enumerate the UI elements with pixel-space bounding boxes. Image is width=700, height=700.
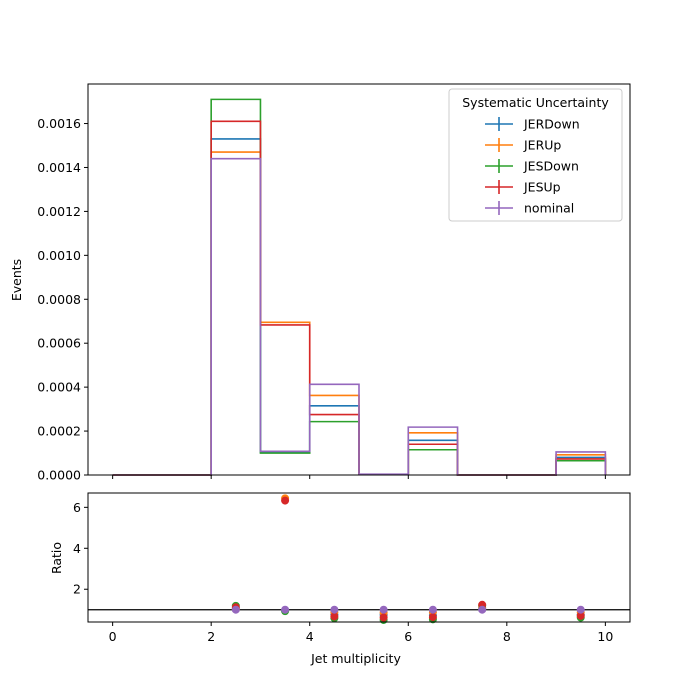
ratio-point-nominal xyxy=(576,605,585,614)
y-tick-label-top: 0.0016 xyxy=(37,116,81,131)
ratio-point-JESUp xyxy=(281,496,290,505)
bottom-panel: 2 4 6 0 2 4 6 8 10 xyxy=(73,492,631,644)
ratio-point-JESUp xyxy=(576,611,585,620)
x-tick-label: 6 xyxy=(404,629,412,644)
top-panel: 0.0000 0.0002 0.0004 0.0006 0.0008 0.0010 0.00… xyxy=(37,83,631,483)
ratio-point-JESUp xyxy=(379,613,388,622)
x-tick-label: 0 xyxy=(109,629,117,644)
y-tick-label-top: 0.0006 xyxy=(37,336,81,351)
x-tick-label: 2 xyxy=(207,629,215,644)
ratio-point-nominal xyxy=(281,605,290,614)
y-axis-label-top: Events xyxy=(9,259,24,301)
ratio-point-JESUp xyxy=(428,613,437,622)
y-axis-label-bottom: Ratio xyxy=(49,542,64,574)
ratio-point-nominal xyxy=(330,605,339,614)
y-tick-label-top: 0.0004 xyxy=(37,380,81,395)
legend: Systematic Uncertainty JERDown JERUp JESDow… xyxy=(448,88,623,222)
y-tick-label-top: 0.0012 xyxy=(37,204,81,219)
y-tick-label-top: 0.0010 xyxy=(37,248,81,263)
y-tick-label-bottom: 4 xyxy=(73,541,81,556)
x-axis-label: Jet multiplicity xyxy=(310,651,401,666)
y-tick-label-bottom: 2 xyxy=(73,582,81,597)
legend-label-JESDown: JESDown xyxy=(523,159,579,174)
y-tick-label-top: 0.0008 xyxy=(37,292,81,307)
y-tick-label-top: 0.0002 xyxy=(37,424,81,439)
x-tick-label: 4 xyxy=(306,629,314,644)
ratio-point-nominal xyxy=(428,605,437,614)
legend-label-JERDown: JERDown xyxy=(523,117,580,132)
x-tick-label: 8 xyxy=(503,629,511,644)
top-plot-frame xyxy=(87,83,631,476)
legend-label-nominal: nominal xyxy=(524,201,574,216)
legend-box xyxy=(448,88,623,222)
ratio-point-nominal xyxy=(478,605,487,614)
ratio-point-nominal xyxy=(379,605,388,614)
y-tick-label-bottom: 6 xyxy=(73,500,81,515)
bottom-plot-frame xyxy=(87,492,631,623)
ratio-point-nominal xyxy=(231,605,240,614)
ratio-point-JESUp xyxy=(330,612,339,621)
legend-title: Systematic Uncertainty xyxy=(462,95,609,110)
legend-label-JESUp: JESUp xyxy=(523,180,561,195)
y-tick-label-top: 0.0014 xyxy=(37,160,81,175)
x-tick-label: 10 xyxy=(597,629,613,644)
y-tick-label-top: 0.0000 xyxy=(37,468,81,483)
legend-label-JERUp: JERUp xyxy=(523,138,561,153)
